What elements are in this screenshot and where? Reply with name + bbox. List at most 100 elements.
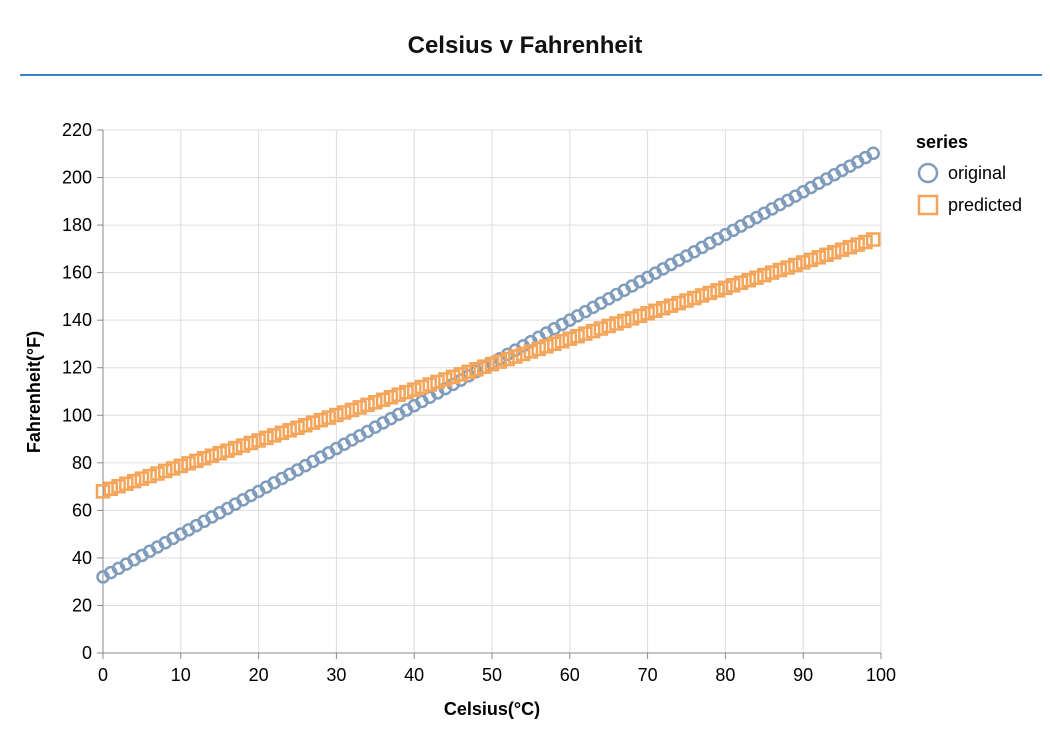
predicted-point bbox=[173, 458, 189, 474]
predicted-point bbox=[655, 300, 671, 316]
predicted-point bbox=[274, 425, 290, 441]
predicted-point bbox=[819, 247, 834, 263]
predicted-point bbox=[624, 311, 640, 326]
predicted-point bbox=[546, 336, 562, 352]
predicted-point bbox=[298, 417, 313, 433]
predicted-point bbox=[562, 331, 578, 346]
predicted-point bbox=[344, 402, 360, 418]
predicted-point bbox=[648, 303, 663, 318]
predicted-point bbox=[196, 451, 212, 466]
predicted-point bbox=[842, 239, 858, 255]
predicted-point bbox=[694, 288, 710, 303]
x-axis-title: Celsius(°C) bbox=[444, 699, 540, 719]
predicted-point bbox=[757, 267, 772, 283]
predicted-point bbox=[640, 306, 655, 321]
predicted-point bbox=[204, 448, 220, 463]
predicted-point bbox=[399, 384, 414, 400]
predicted-point bbox=[741, 272, 756, 288]
legend-label-original: original bbox=[948, 163, 1006, 183]
predicted-point bbox=[266, 428, 282, 443]
predicted-point bbox=[305, 415, 321, 430]
original-point bbox=[866, 146, 880, 161]
y-tick-label: 20 bbox=[72, 595, 92, 615]
predicted-point bbox=[445, 369, 461, 385]
x-tick-label: 30 bbox=[326, 665, 346, 685]
predicted-point bbox=[383, 389, 399, 405]
legend-symbol-predicted bbox=[917, 194, 939, 216]
y-tick-label: 0 bbox=[82, 643, 92, 663]
y-axis-title: Fahrenheit(°F) bbox=[24, 331, 44, 453]
predicted-point bbox=[220, 443, 235, 458]
predicted-point bbox=[523, 344, 539, 359]
predicted-point bbox=[484, 356, 500, 372]
legend-title: series bbox=[916, 132, 968, 152]
legend: series original predicted bbox=[916, 132, 1022, 216]
predicted-point bbox=[531, 341, 546, 357]
axes: 0 10 20 30 40 50 60 70 80 90 100 0 20 40 60 80 100 120 140… bbox=[62, 120, 896, 685]
predicted-point bbox=[243, 435, 259, 451]
legend-label-predicted: predicted bbox=[948, 195, 1022, 215]
predicted-point bbox=[570, 328, 585, 344]
predicted-point bbox=[228, 440, 243, 456]
predicted-point bbox=[508, 349, 523, 364]
predicted-point bbox=[578, 326, 593, 341]
predicted-point bbox=[827, 244, 842, 260]
predicted-point bbox=[795, 255, 811, 270]
predicted-point bbox=[834, 242, 850, 257]
predicted-point bbox=[585, 323, 601, 339]
predicted-point bbox=[803, 252, 819, 268]
predicted-point bbox=[780, 260, 795, 275]
predicted-point bbox=[352, 400, 367, 415]
predicted-point bbox=[632, 308, 648, 324]
predicted-point bbox=[476, 359, 492, 374]
predicted-point bbox=[360, 397, 375, 413]
plot-area bbox=[95, 146, 881, 584]
predicted-point bbox=[321, 410, 336, 425]
predicted-point bbox=[710, 283, 725, 298]
predicted-point bbox=[126, 473, 142, 489]
predicted-point bbox=[438, 372, 453, 387]
predicted-point bbox=[189, 453, 204, 469]
predicted-point bbox=[119, 476, 134, 491]
predicted-point bbox=[733, 275, 749, 291]
predicted-point bbox=[593, 321, 609, 336]
predicted-point bbox=[181, 456, 196, 471]
predicted-point bbox=[165, 461, 181, 476]
predicted-point bbox=[313, 412, 329, 428]
x-tick-label: 90 bbox=[793, 665, 813, 685]
predicted-point bbox=[702, 285, 718, 301]
predicted-point bbox=[671, 295, 686, 311]
x-tick-label: 100 bbox=[866, 665, 896, 685]
predicted-point bbox=[235, 438, 251, 453]
title-divider bbox=[20, 74, 1042, 76]
predicted-point bbox=[469, 361, 484, 377]
predicted-point bbox=[679, 293, 694, 308]
predicted-point bbox=[609, 316, 624, 331]
predicted-point bbox=[259, 430, 274, 446]
predicted-point bbox=[375, 392, 391, 408]
x-tick-label: 60 bbox=[560, 665, 580, 685]
predicted-point bbox=[422, 377, 438, 392]
predicted-point bbox=[95, 484, 111, 499]
predicted-point bbox=[368, 395, 383, 410]
predicted-point bbox=[772, 262, 788, 278]
y-tick-label: 220 bbox=[62, 120, 92, 140]
predicted-point bbox=[718, 280, 733, 296]
y-tick-label: 200 bbox=[62, 168, 92, 188]
predicted-point bbox=[500, 351, 515, 367]
predicted-point bbox=[663, 298, 679, 313]
x-tick-label: 50 bbox=[482, 665, 502, 685]
predicted-point bbox=[251, 433, 266, 448]
x-tick-label: 80 bbox=[715, 665, 735, 685]
predicted-point bbox=[453, 367, 469, 382]
predicted-point bbox=[461, 364, 476, 380]
predicted-point bbox=[142, 468, 157, 484]
x-tick-label: 0 bbox=[98, 665, 108, 685]
y-tick-label: 100 bbox=[62, 405, 92, 425]
predicted-point bbox=[601, 318, 616, 334]
predicted-point bbox=[725, 278, 741, 293]
predicted-point bbox=[492, 354, 508, 369]
legend-symbol-original bbox=[917, 162, 939, 184]
predicted-point bbox=[329, 407, 344, 423]
